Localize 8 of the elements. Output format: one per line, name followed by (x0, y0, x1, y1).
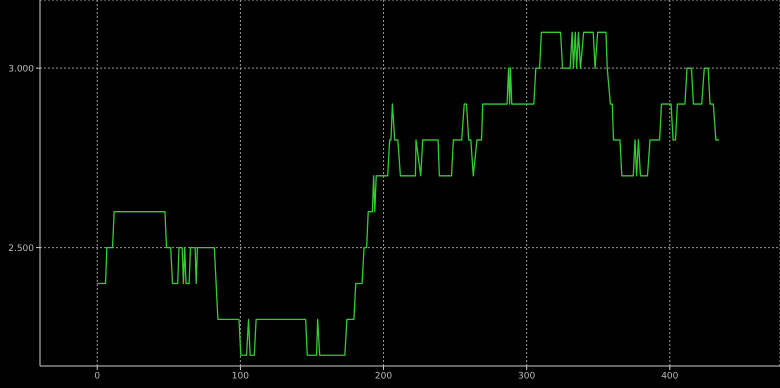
x-tick-label: 400 (661, 371, 679, 382)
x-tick-label: 300 (518, 371, 536, 382)
y-tick-label: 2.500 (8, 244, 34, 254)
x-tick-label: 100 (232, 371, 250, 382)
x-tick-label: 200 (374, 371, 392, 382)
y-tick-label: 3.000 (8, 64, 34, 74)
line-series (96, 32, 720, 356)
x-tick-label: 0 (94, 371, 100, 382)
